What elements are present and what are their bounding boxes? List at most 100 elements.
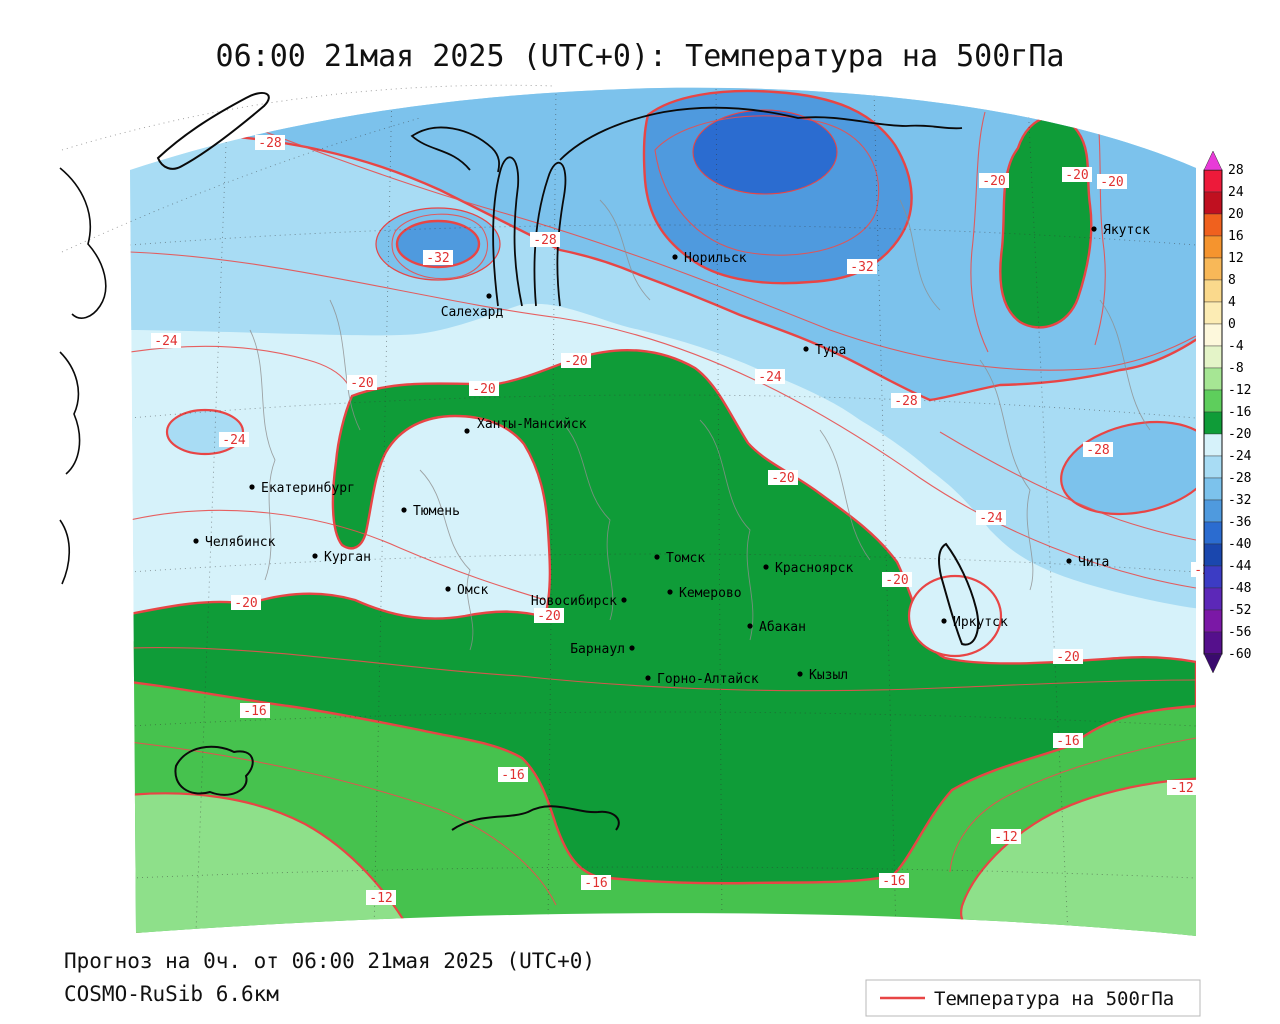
colorbar-tick-label: -16 bbox=[1228, 405, 1251, 420]
city-label: Горно-Алтайск bbox=[657, 672, 759, 687]
contour-label: -20 bbox=[231, 595, 261, 611]
city-marker: Томск bbox=[654, 551, 705, 566]
colorbar-segment bbox=[1203, 257, 1223, 281]
city-marker: Кызыл bbox=[797, 668, 848, 683]
city-label: Екатеринбург bbox=[261, 481, 355, 496]
colorbar-segment bbox=[1203, 499, 1223, 523]
svg-text:-20: -20 bbox=[1056, 650, 1079, 665]
colorbar-segment bbox=[1203, 477, 1223, 501]
region-irkutsk-pocket bbox=[907, 574, 1003, 658]
city-label: Челябинск bbox=[205, 535, 276, 550]
city-label: Кызыл bbox=[809, 668, 848, 683]
colorbar-tick-label: 28 bbox=[1228, 163, 1244, 178]
svg-text:-20: -20 bbox=[564, 354, 587, 369]
colorbar-segment bbox=[1203, 587, 1223, 611]
colorbar-segment bbox=[1203, 213, 1223, 237]
colorbar-segment bbox=[1203, 323, 1223, 347]
colorbar-tick-label: -4 bbox=[1228, 339, 1244, 354]
colorbar-tick-label: 20 bbox=[1228, 207, 1244, 222]
colorbar-segment bbox=[1203, 389, 1223, 413]
city-label: Томск bbox=[666, 551, 705, 566]
svg-text:-24: -24 bbox=[222, 433, 246, 448]
coast-yamal bbox=[410, 126, 500, 173]
contour-label: -20 bbox=[347, 375, 377, 391]
contour-label: -20 bbox=[561, 353, 591, 369]
contour-label: -20 bbox=[882, 572, 912, 588]
colorbar-segment bbox=[1203, 169, 1223, 193]
contour-label: -12 bbox=[991, 829, 1021, 845]
colorbar-tick-label: -12 bbox=[1228, 383, 1251, 398]
city-marker: Челябинск bbox=[193, 535, 276, 550]
footer-model-line: COSMO-RuSib 6.6км bbox=[64, 982, 279, 1006]
contour-label: -24 bbox=[755, 369, 785, 385]
colorbar-arrow-top bbox=[1203, 150, 1223, 171]
coast-ob-gulf-west bbox=[492, 156, 523, 307]
city-markers: Норильск Якутск Салехард Тура Ханты-Мансийск… bbox=[193, 223, 1150, 687]
city-label: Тура bbox=[815, 343, 846, 358]
svg-text:-28: -28 bbox=[258, 136, 281, 151]
city-label: Якутск bbox=[1103, 223, 1150, 238]
svg-text:-24: -24 bbox=[979, 511, 1003, 526]
svg-text:-16: -16 bbox=[882, 874, 905, 889]
city-marker: Барнаул bbox=[570, 642, 635, 657]
admin-borders bbox=[249, 199, 1151, 651]
contour-label: -28 bbox=[891, 393, 921, 409]
contour-label: -20 bbox=[1097, 174, 1127, 190]
region-dark-green bbox=[130, 348, 1196, 885]
city-marker: Красноярск bbox=[763, 561, 853, 576]
contour-label: -16 bbox=[1053, 733, 1083, 749]
colorbar-segment bbox=[1203, 345, 1223, 369]
colorbar-segment bbox=[1203, 411, 1223, 435]
coast-left-margin-1 bbox=[59, 167, 107, 319]
city-label: Ханты-Мансийск bbox=[477, 417, 587, 432]
svg-text:-28: -28 bbox=[894, 394, 917, 409]
city-label: Курган bbox=[324, 550, 371, 565]
city-label: Салехард bbox=[441, 305, 504, 320]
legend-box: Температура на 500гПа bbox=[865, 979, 1201, 1017]
city-label: Иркутск bbox=[953, 615, 1008, 630]
contour-label: -16 bbox=[581, 875, 611, 891]
city-label: Кемерово bbox=[679, 586, 742, 601]
svg-text:-16: -16 bbox=[584, 876, 607, 891]
contour-label: -28 bbox=[1083, 442, 1113, 458]
city-label: Новосибирск bbox=[531, 594, 617, 609]
map-title: 06:00 21мая 2025 (UTC+0): Температура на… bbox=[216, 39, 1065, 74]
svg-text:-20: -20 bbox=[885, 573, 908, 588]
contour-label: -16 bbox=[498, 767, 528, 783]
contour-label: -24 bbox=[976, 510, 1006, 526]
city-marker: Курган bbox=[312, 550, 371, 565]
contour-label: -28 bbox=[530, 232, 560, 248]
city-marker: Иркутск bbox=[941, 615, 1008, 630]
footer-forecast-line: Прогноз на 0ч. от 06:00 21мая 2025 (UTC+… bbox=[64, 949, 595, 973]
svg-text:-16: -16 bbox=[1056, 734, 1079, 749]
contour-label: -20 bbox=[1062, 167, 1092, 183]
city-label: Омск bbox=[457, 583, 488, 598]
svg-text:-20: -20 bbox=[1065, 168, 1088, 183]
colorbar-tick-label: -8 bbox=[1228, 361, 1244, 376]
legend-label: Температура на 500гПа bbox=[934, 988, 1174, 1010]
colorbar-tick-label: -36 bbox=[1228, 515, 1251, 530]
colorbar-legend: 28 24 20 16 12 8 4 0 -4 -8 -12 -16 -20 -24 -28 -32 -36 -4… bbox=[1203, 150, 1252, 674]
contour-label: -32 bbox=[847, 259, 877, 275]
city-marker: Абакан bbox=[747, 620, 806, 635]
colorbar-segment bbox=[1203, 279, 1223, 303]
city-label: Барнаул bbox=[570, 642, 625, 657]
colorbar-tick-label: -24 bbox=[1228, 449, 1252, 464]
contour-label: -20 bbox=[768, 470, 798, 486]
colorbar-tick-label: -52 bbox=[1228, 603, 1251, 618]
colorbar-tick-label: 16 bbox=[1228, 229, 1244, 244]
svg-text:-12: -12 bbox=[369, 891, 392, 906]
colorbar-segment bbox=[1203, 543, 1223, 567]
svg-text:-28: -28 bbox=[533, 233, 556, 248]
region-blobA-core bbox=[395, 219, 481, 269]
city-marker: Екатеринбург bbox=[249, 481, 355, 496]
contour-label: -20 bbox=[979, 173, 1009, 189]
city-label: Чита bbox=[1078, 555, 1109, 570]
svg-text:-28: -28 bbox=[1086, 443, 1109, 458]
colorbar-segment bbox=[1203, 191, 1223, 215]
svg-text:-20: -20 bbox=[350, 376, 373, 391]
city-marker: Тура bbox=[803, 343, 846, 358]
colorbar-tick-label: -40 bbox=[1228, 537, 1251, 552]
svg-text:-20: -20 bbox=[537, 609, 560, 624]
